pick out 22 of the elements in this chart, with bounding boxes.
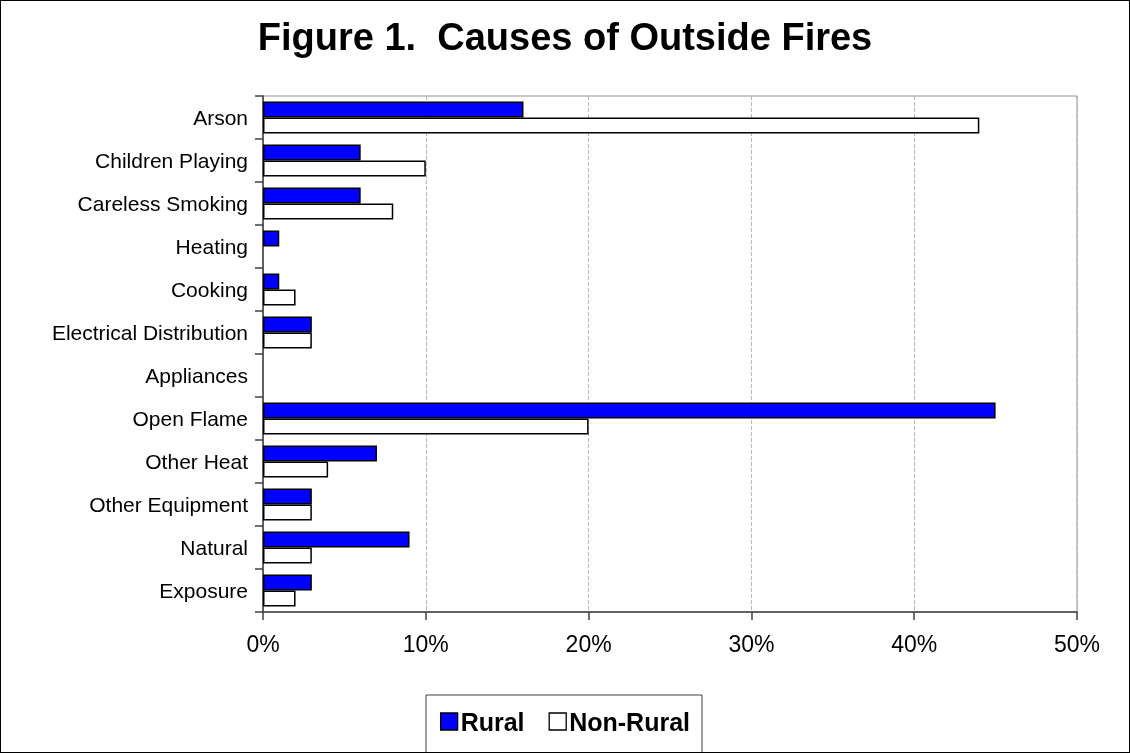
y-tick-label: Other Equipment	[89, 493, 249, 516]
y-tick-label: Exposure	[159, 579, 248, 602]
y-tick-label: Cooking	[170, 278, 248, 301]
chart-title: Figure 1. Causes of Outside Fires	[257, 16, 873, 58]
y-tick-label: Careless Smoking	[77, 192, 248, 215]
y-tick-label: Natural	[180, 536, 248, 559]
x-tick-label: 10%	[402, 630, 449, 657]
x-tick-label: 40%	[891, 630, 938, 657]
bar	[263, 230, 280, 247]
x-tick-label: 20%	[565, 630, 612, 657]
y-tick-label: Electrical Distribution	[51, 321, 248, 344]
x-tick-label: 0%	[246, 630, 280, 657]
legend-label: Non-Rural	[569, 707, 691, 736]
y-tick-label: Other Heat	[145, 450, 249, 473]
y-tick-label: Arson	[193, 106, 248, 129]
x-tick-label: 50%	[1053, 630, 1101, 657]
y-tick-label: Children Playing	[95, 149, 248, 172]
y-tick-label: Heating	[175, 235, 248, 258]
y-tick-label: Open Flame	[132, 407, 248, 430]
x-tick-label: 30%	[728, 630, 775, 657]
legend-label: Rural	[460, 707, 525, 736]
y-tick-label: Appliances	[145, 364, 248, 387]
